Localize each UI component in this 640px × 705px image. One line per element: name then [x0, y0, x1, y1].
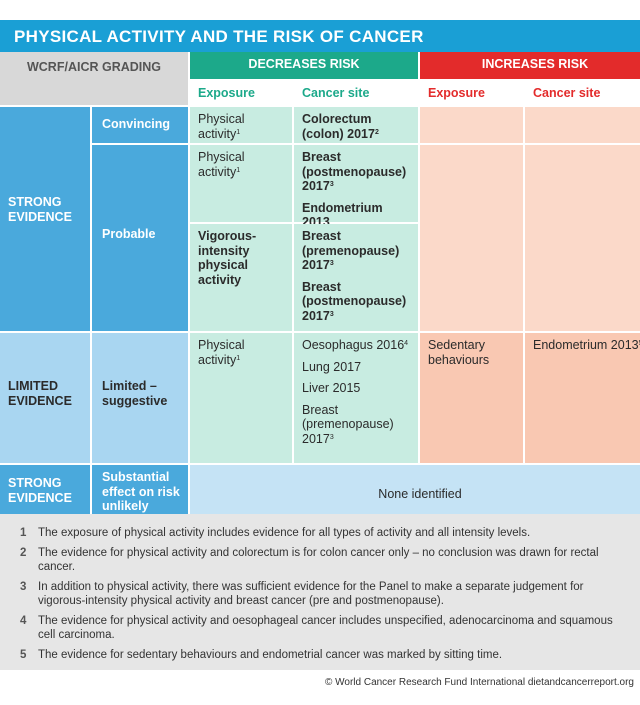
- convincing-exposure-cell: Physical activity1: [190, 107, 292, 143]
- footnote: 3 In addition to physical activity, there…: [20, 580, 620, 609]
- site-text: Liver 2015: [302, 381, 361, 395]
- strong-evidence-label: STRONG EVIDENCE: [0, 107, 90, 331]
- site-text: Breast (premenopause) 2017: [302, 229, 400, 272]
- site-item: Lung 2017: [302, 360, 412, 375]
- grade-substantial: Substantial effect on risk unlikely: [92, 465, 188, 526]
- footnote: 5 The evidence for sedentary behaviours a…: [20, 648, 620, 663]
- footnote-number: 3: [20, 580, 27, 593]
- footnote-number: 1: [20, 527, 27, 539]
- probable-vig-site-cell: Breast (premenopause) 20173 Breast (post…: [294, 224, 418, 331]
- site-text: Oesophagus 2016: [302, 338, 405, 352]
- decreases-risk-header: DECREASES RISK: [190, 52, 418, 79]
- site-text: Lung 2017: [302, 359, 362, 374]
- risk-table: WCRF/AICR GRADING DECREASES RISK INCREAS…: [0, 52, 640, 526]
- site-text: Breast (premenopause) 2017: [302, 402, 394, 446]
- footnote-ref: 3: [329, 310, 334, 318]
- footnote-number: 2: [20, 546, 27, 559]
- site-item: Breast (premenopause) 20173: [302, 403, 412, 447]
- footnote-ref: 1: [236, 128, 241, 136]
- site-text: Colorectum (colon) 2017: [302, 112, 375, 141]
- decreases-exposure-header: Exposure: [190, 81, 292, 105]
- site-item: Breast (postmenopause) 20173: [302, 150, 412, 194]
- grade-limited-suggestive: Limited – suggestive: [92, 333, 188, 463]
- increases-empty-cell: [420, 107, 523, 143]
- copyright-text: © World Cancer Research Fund Internation…: [324, 677, 634, 688]
- grading-header: WCRF/AICR GRADING: [0, 52, 188, 105]
- probable-vig-exposure-cell: Vigorous-intensity physical activity: [190, 224, 292, 331]
- footnote-ref: 3: [329, 260, 334, 267]
- footnote-text: The exposure of physical activity includ…: [38, 527, 531, 539]
- limited-inc-site-cell: Endometrium 20135: [525, 333, 640, 463]
- site-item: Breast (postmenopause) 20173: [302, 280, 412, 324]
- increases-site-header: Cancer site: [525, 81, 640, 105]
- probable-pa-site-cell: Breast (postmenopause) 20173 Endometrium…: [294, 145, 418, 229]
- limited-site-cell: Oesophagus 20164 Lung 2017 Liver 2015 Br…: [294, 333, 418, 463]
- increases-empty-cell: [525, 145, 640, 331]
- site-item: Oesophagus 20164: [302, 338, 412, 353]
- footnote-ref: 5: [639, 340, 640, 347]
- increases-exposure-header: Exposure: [420, 81, 523, 105]
- grade-probable: Probable: [92, 145, 188, 331]
- site-item: Liver 2015: [302, 381, 412, 396]
- footnote: 4 The evidence for physical activity and …: [20, 614, 620, 643]
- footnote-text: The evidence for physical activity and o…: [38, 614, 613, 642]
- grade-convincing: Convincing: [92, 107, 188, 143]
- footnote: 2 The evidence for physical activity and …: [20, 546, 620, 575]
- convincing-site-cell: Colorectum (colon) 20172: [294, 107, 418, 143]
- limited-exposure-cell: Physical activity1: [190, 333, 292, 463]
- site-text: Breast (postmenopause) 2017: [302, 279, 407, 323]
- footnote-ref: 2: [374, 128, 379, 136]
- increases-empty-cell: [420, 145, 523, 331]
- footnote-number: 5: [20, 648, 27, 661]
- probable-pa-exposure-cell: Physical activity1: [190, 145, 292, 222]
- page-title: PHYSICAL ACTIVITY AND THE RISK OF CANCER: [0, 20, 640, 52]
- footnote-ref: 4: [404, 340, 409, 347]
- increases-empty-cell: [525, 107, 640, 143]
- footnote-number: 4: [20, 614, 27, 627]
- footnote-text: The evidence for physical activity and c…: [38, 546, 599, 574]
- exposure-text: Physical activity: [198, 112, 245, 141]
- exposure-text: Physical activity: [198, 150, 245, 179]
- footnotes-panel: 1 The exposure of physical activity inclu…: [0, 514, 640, 670]
- footnote-text: The evidence for sedentary behaviours an…: [38, 648, 503, 661]
- footnote-ref: 3: [329, 433, 334, 441]
- exposure-text: Physical activity: [198, 338, 245, 367]
- limited-inc-exposure-cell: Sedentary behaviours: [420, 333, 523, 463]
- limited-evidence-label: LIMITED EVIDENCE: [0, 333, 90, 463]
- footnote-ref: 3: [329, 181, 334, 188]
- footnote-ref: 1: [236, 166, 241, 174]
- site-text: Endometrium 2013: [533, 338, 639, 352]
- footnote: 1 The exposure of physical activity inclu…: [20, 526, 620, 541]
- footnote-ref: 1: [236, 354, 241, 362]
- decreases-site-header: Cancer site: [294, 81, 418, 105]
- site-item: Breast (premenopause) 20173: [302, 229, 412, 273]
- increases-risk-header: INCREASES RISK: [420, 52, 640, 79]
- footnote-text: In addition to physical activity, there …: [38, 580, 584, 608]
- site-text: Breast (postmenopause) 2017: [302, 150, 407, 193]
